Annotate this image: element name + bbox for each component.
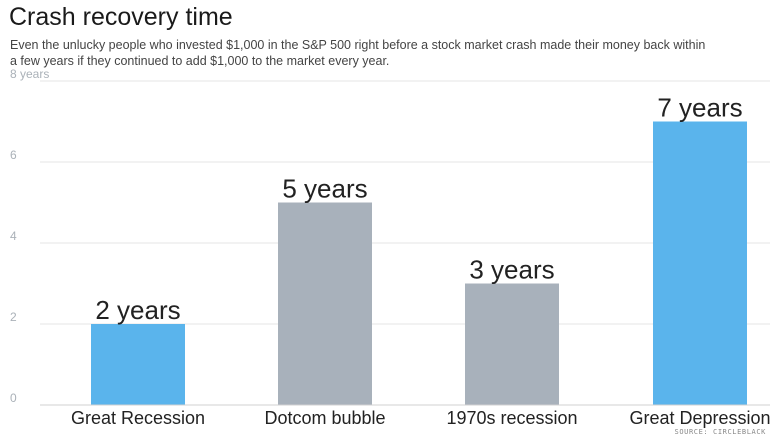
- chart-subtitle: Even the unlucky people who invested $1,…: [10, 38, 706, 68]
- x-tick-label: Dotcom bubble: [264, 408, 385, 428]
- source-note: SOURCE: CIRCLEBLACK: [674, 428, 766, 436]
- bar: [278, 202, 372, 405]
- x-tick-label: Great Recession: [71, 408, 205, 428]
- y-tick-label: 0: [10, 391, 17, 405]
- bar-value-label: 7 years: [657, 93, 742, 123]
- y-tick-label: 8 years: [10, 67, 49, 81]
- y-tick-label: 6: [10, 148, 17, 162]
- chart-title: Crash recovery time: [9, 3, 233, 31]
- y-tick-label: 4: [10, 229, 17, 243]
- bar: [653, 121, 747, 405]
- bar-value-label: 2 years: [95, 295, 180, 325]
- x-tick-label: Great Depression: [629, 408, 770, 428]
- bar-value-label: 5 years: [282, 174, 367, 204]
- bar: [465, 283, 559, 405]
- y-tick-label: 2: [10, 310, 17, 324]
- bar-value-label: 3 years: [469, 255, 554, 285]
- x-tick-label: 1970s recession: [446, 408, 577, 428]
- bar: [91, 324, 185, 405]
